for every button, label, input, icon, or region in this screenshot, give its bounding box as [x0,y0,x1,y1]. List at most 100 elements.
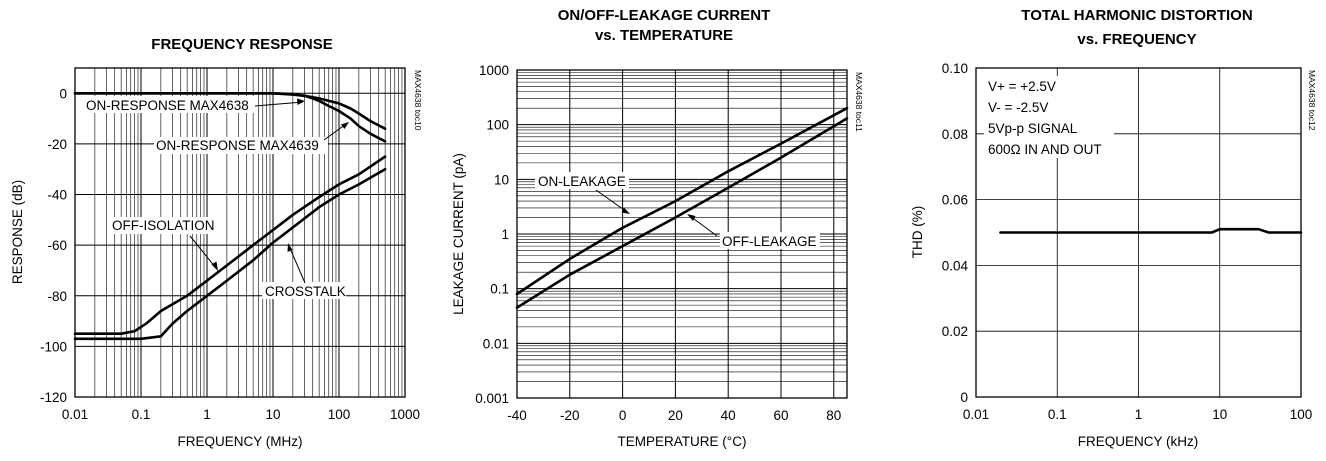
plot-frame [74,67,406,398]
y-tick-label: 1000 [479,63,509,78]
x-tick-label: 0.01 [62,407,88,422]
arrowhead [297,98,305,105]
x-tick-label: 0.01 [963,407,989,422]
arrowhead [687,214,696,221]
annotation-bg [984,76,1114,158]
y-tick-label: 0 [960,390,968,405]
y-tick-label: 0 [59,86,67,101]
y-tick-label: -100 [40,339,67,354]
annotation-signal: 5Vp-p SIGNAL [988,121,1078,136]
chart-thd: TOTAL HARMONIC DISTORTION vs. FREQUENCY … [910,7,1317,449]
annotation-crosstalk: CROSSTALK [265,284,346,299]
annotation-leader [189,235,217,269]
y-tick-label: 0.08 [942,127,968,142]
annotation-off-isolation: OFF-ISOLATION [112,218,215,233]
x-tick-label: 1 [203,407,211,422]
x-tick-labels: 0.01 0.1 1 10 100 [963,407,1312,422]
series-line-off-isolation [73,155,387,336]
series-line-on-response-max4639 [73,92,387,143]
series-line-off-leakage [515,117,849,309]
annotation-impedance: 600Ω IN AND OUT [988,142,1102,157]
annotation-on-leakage: ON-LEAKAGE [538,174,626,189]
annotation-bg [84,96,258,113]
annotation-bg [535,172,629,189]
y-tick-label: 10 [494,172,509,187]
y-tick-label: -40 [47,188,67,203]
y-tick-label: 0.01 [483,336,509,351]
annotation-bg [108,217,223,234]
x-axis-label: TEMPERATURE (°C) [618,434,747,449]
y-tick-label: 0.10 [942,61,968,76]
y-tick-label: 0.1 [490,282,509,297]
arrowhead [211,261,218,271]
series-lines [999,227,1303,234]
x-tick-label: 20 [668,408,683,423]
x-tick-label: 100 [328,407,351,422]
y-tick-label: 0.06 [942,193,968,208]
arrowhead [621,207,630,214]
series-line-thd [999,227,1303,234]
x-tick-label: 0 [619,408,627,423]
x-tick-label: -40 [507,408,527,423]
chart-title: TOTAL HARMONIC DISTORTION [1021,7,1252,24]
y-tick-label: 0.001 [475,391,509,406]
x-tick-labels: 0.01 0.1 1 10 100 1000 [62,407,420,422]
series-lines [73,92,387,341]
chart-title: ON/OFF-LEAKAGE CURRENT [558,7,771,24]
arrowhead [287,243,293,252]
chart-frequency-response: FREQUENCY RESPONSE 0.01 0.1 1 10 100 1000 0 -2… [10,36,423,449]
series-line-on-leakage [515,106,849,296]
toc-label: MAX4638 toc11 [854,72,864,132]
y-tick-label: -120 [40,390,67,405]
annotation-vminus: V- = -2.5V [988,100,1048,115]
grid [516,70,847,399]
annotation-leader [323,123,347,141]
y-tick-labels: 0 0.02 0.04 0.06 0.08 0.10 [942,61,969,405]
chart-title-line-2: vs. TEMPERATURE [595,27,733,44]
annotation-bg [262,282,346,299]
annotation-leader [689,215,718,237]
chart-leakage-current: ON/OFF-LEAKAGE CURRENT vs. TEMPERATURE -… [451,7,864,449]
annotation-bg [720,232,820,249]
x-tick-label: 1 [1135,407,1143,422]
y-tick-label: 0.04 [942,258,969,273]
y-tick-labels: 0 -20 -40 -60 -80 -100 -120 [40,86,67,405]
y-tick-label: 0.02 [942,324,968,339]
x-axis-label: FREQUENCY (kHz) [1078,434,1199,449]
series-line-crosstalk [73,167,387,341]
plot-frame [516,69,848,399]
x-tick-label: 0.1 [1048,407,1067,422]
annotation-on-response-max4638: ON-RESPONSE MAX4638 [86,98,249,113]
chart-title-line-2: vs. FREQUENCY [1077,31,1196,48]
y-axis-label: LEAKAGE CURRENT (pA) [451,153,466,315]
x-tick-label: 80 [826,408,841,423]
x-tick-label: 10 [1212,407,1227,422]
annotation-bg [154,137,328,154]
x-tick-label: 60 [773,408,788,423]
y-tick-label: -80 [47,289,67,304]
x-tick-label: 100 [1290,407,1313,422]
toc-label: MAX4638 toc12 [1307,70,1317,131]
annotation-on-response-max4639: ON-RESPONSE MAX4639 [156,138,319,153]
annotation-vplus: V+ = +2.5V [988,79,1056,94]
annotation-leader [254,101,304,107]
x-tick-label: 40 [721,408,736,423]
annotation-leader [595,189,628,213]
toc-label: MAX4638 toc10 [413,70,423,131]
annotation-leader [288,245,306,284]
series-lines [515,106,849,309]
y-axis-label: THD (%) [910,206,925,259]
x-axis-label: FREQUENCY (MHz) [177,434,302,449]
x-tick-label: 10 [265,407,280,422]
x-tick-label: 0.1 [132,407,151,422]
chart-title: FREQUENCY RESPONSE [151,36,332,53]
annotation-off-leakage: OFF-LEAKAGE [722,234,817,249]
arrowhead [341,122,349,129]
y-tick-label: -20 [47,137,67,152]
x-tick-label: 1000 [390,407,420,422]
plot-frame [975,67,1302,398]
y-tick-label: -60 [47,238,67,253]
y-axis-label: RESPONSE (dB) [10,180,25,284]
y-tick-label: 100 [486,118,509,133]
